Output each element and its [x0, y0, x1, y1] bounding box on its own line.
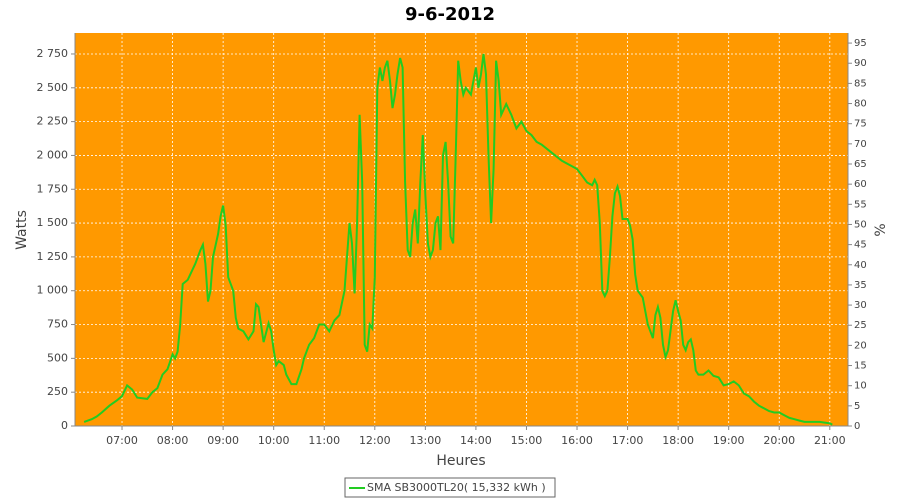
x-axis-title: Heures — [436, 453, 485, 469]
x-tick-label: 08:00 — [157, 434, 189, 447]
plot-area — [75, 33, 848, 426]
y-tick-label: 500 — [47, 351, 68, 364]
y-tick-label: 750 — [47, 318, 68, 331]
y-tick-label: 2 500 — [37, 81, 69, 94]
x-tick-label: 14:00 — [460, 434, 492, 447]
x-tick-label: 20:00 — [763, 434, 795, 447]
y2-tick-label: 30 — [854, 300, 867, 311]
y2-tick-label: 35 — [854, 280, 867, 291]
x-tick-label: 19:00 — [713, 434, 745, 447]
y-tick-label: 1 500 — [37, 216, 69, 229]
y2-tick-label: 0 — [854, 421, 860, 432]
y2-tick-label: 10 — [854, 381, 867, 392]
x-tick-label: 17:00 — [612, 434, 644, 447]
x-tick-label: 16:00 — [561, 434, 593, 447]
y-tick-label: 1 250 — [37, 250, 69, 263]
y2-tick-label: 70 — [854, 139, 867, 150]
y-tick-label: 2 750 — [37, 47, 69, 60]
legend-box — [344, 477, 556, 498]
chart-title: 9-6-2012 — [405, 4, 495, 25]
y-axis-title: Watts — [14, 210, 30, 250]
x-tick-label: 09:00 — [207, 434, 239, 447]
y-tick-label: 1 750 — [37, 182, 69, 195]
y2-tick-label: 15 — [854, 361, 867, 372]
x-tick-label: 13:00 — [410, 434, 442, 447]
y2-tick-label: 75 — [854, 119, 867, 130]
x-tick-label: 21:00 — [814, 434, 846, 447]
y-tick-label: 2 000 — [37, 148, 69, 161]
x-tick-label: 18:00 — [662, 434, 694, 447]
y-tick-label: 1 000 — [37, 284, 69, 297]
x-tick-label: 10:00 — [258, 434, 290, 447]
y2-tick-label: 90 — [854, 58, 867, 69]
y2-tick-label: 80 — [854, 99, 867, 110]
y2-tick-label: 50 — [854, 219, 867, 230]
y-tick-label: 0 — [61, 419, 68, 432]
x-tick-label: 15:00 — [511, 434, 543, 447]
y2-tick-label: 65 — [854, 159, 867, 170]
y-tick-label: 250 — [47, 385, 68, 398]
y2-tick-label: 85 — [854, 78, 867, 89]
y2-tick-label: 95 — [854, 38, 867, 49]
y2-tick-label: 5 — [854, 401, 860, 412]
legend-label: SMA SB3000TL20( 15,332 kWh ) — [367, 481, 546, 494]
y2-tick-label: 60 — [854, 179, 867, 190]
y2-tick-label: 55 — [854, 199, 867, 210]
y2-tick-label: 45 — [854, 240, 867, 251]
y-tick-label: 2 250 — [37, 115, 69, 128]
x-tick-label: 07:00 — [106, 434, 138, 447]
x-tick-label: 12:00 — [359, 434, 391, 447]
y2-axis-title: % — [873, 223, 889, 236]
x-tick-label: 11:00 — [308, 434, 340, 447]
y2-tick-label: 20 — [854, 340, 867, 351]
y2-tick-label: 25 — [854, 320, 867, 331]
y2-tick-label: 40 — [854, 260, 867, 271]
data-line — [83, 53, 833, 426]
